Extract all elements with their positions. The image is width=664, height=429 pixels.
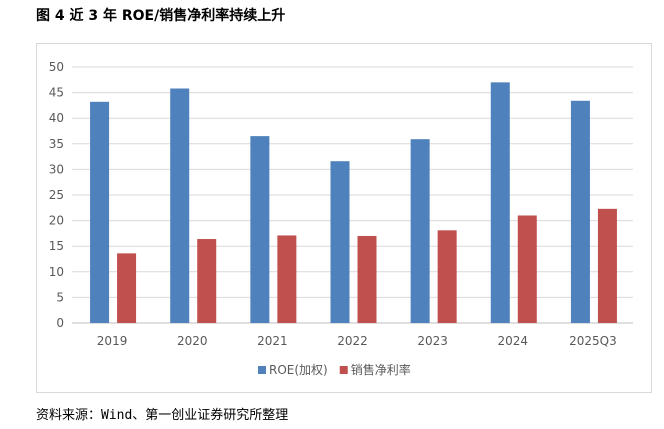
- x-tick-label: 2020: [177, 334, 208, 348]
- net-margin-bar: [197, 239, 217, 323]
- bar-chart: 0 5 10 15 20 25 30 35 40 45 50 2019 2020 2021 2022 202…: [49, 60, 633, 377]
- y-tick-label: 35: [49, 137, 64, 151]
- legend-label-roe: ROE(加权): [269, 363, 328, 377]
- x-tick-label: 2025Q3: [569, 334, 617, 348]
- net-margin-bar: [517, 215, 537, 323]
- y-tick-label: 40: [49, 111, 64, 125]
- y-tick-label: 45: [49, 86, 64, 100]
- legend: ROE(加权) 销售净利率: [258, 362, 411, 377]
- y-tick-label: 20: [49, 214, 64, 228]
- y-tick-label: 5: [56, 290, 64, 304]
- net-margin-bar: [357, 235, 377, 323]
- legend-swatch-net-margin: [339, 366, 348, 374]
- roe-bar: [410, 139, 430, 323]
- x-axis: 2019 2020 2021 2022 2023 2024 2025Q3: [97, 334, 617, 348]
- y-tick-label: 30: [49, 162, 64, 176]
- gridlines: [72, 66, 633, 324]
- net-margin-bar: [597, 208, 617, 323]
- net-margin-bar: [437, 230, 457, 323]
- x-tick-label: 2023: [417, 334, 448, 348]
- legend-label-net-margin: 销售净利率: [351, 362, 411, 377]
- roe-bar: [170, 88, 190, 323]
- y-tick-label: 25: [49, 188, 64, 202]
- net-margin-bar: [117, 253, 137, 323]
- roe-bar: [570, 100, 590, 324]
- roe-bar: [250, 136, 270, 323]
- figure-title: 图 4 近 3 年 ROE/销售净利率持续上升: [36, 8, 286, 24]
- roe-bar: [90, 101, 110, 323]
- chart-frame: 0 5 10 15 20 25 30 35 40 45 50 2019 2020 2021 2022 202…: [36, 43, 652, 393]
- net-margin-bar: [277, 235, 297, 323]
- bars: [90, 82, 617, 324]
- y-tick-label: 0: [56, 316, 64, 330]
- y-tick-label: 50: [49, 60, 64, 74]
- x-tick-label: 2021: [257, 334, 288, 348]
- y-axis: 0 5 10 15 20 25 30 35 40 45 50: [49, 60, 64, 330]
- legend-swatch-roe: [258, 366, 266, 374]
- roe-bar: [490, 82, 510, 323]
- y-tick-label: 15: [49, 239, 64, 253]
- x-tick-label: 2019: [97, 334, 128, 348]
- x-tick-label: 2024: [498, 334, 529, 348]
- x-tick-label: 2022: [337, 334, 368, 348]
- roe-bar: [330, 161, 350, 323]
- source-note: 资料来源：Wind、第一创业证券研究所整理: [36, 408, 289, 423]
- y-tick-label: 10: [49, 265, 64, 279]
